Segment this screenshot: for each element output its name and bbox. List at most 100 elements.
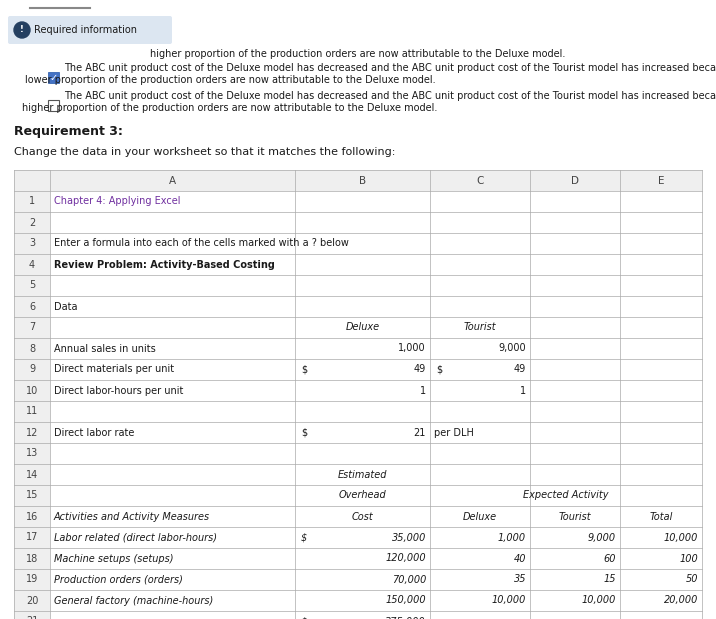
Bar [14, 170, 702, 191]
Text: $: $ [301, 617, 307, 619]
Text: Direct materials per unit: Direct materials per unit [54, 365, 174, 374]
Text: 12: 12 [26, 428, 38, 438]
Text: 21: 21 [414, 428, 426, 438]
Bar [14, 233, 50, 254]
Text: 10,000: 10,000 [581, 595, 616, 605]
Text: 49: 49 [414, 365, 426, 374]
Text: Enter a formula into each of the cells marked with a ? below: Enter a formula into each of the cells m… [54, 238, 349, 248]
Bar [14, 569, 50, 590]
Text: 10,000: 10,000 [664, 532, 698, 542]
Bar [14, 317, 50, 338]
Text: Expected Activity: Expected Activity [523, 490, 609, 501]
Text: 15: 15 [604, 574, 616, 584]
Text: 120,000: 120,000 [385, 553, 426, 563]
Text: Change the data in your worksheet so that it matches the following:: Change the data in your worksheet so tha… [14, 147, 395, 157]
Text: Activities and Activity Measures: Activities and Activity Measures [54, 511, 210, 521]
Text: 35,000: 35,000 [392, 532, 426, 542]
Text: A: A [169, 176, 176, 186]
Bar [14, 443, 50, 464]
Bar [14, 380, 50, 401]
Text: higher proportion of the production orders are now attributable to the Deluxe mo: higher proportion of the production orde… [22, 103, 437, 113]
Text: Review Problem: Activity-Based Costing: Review Problem: Activity-Based Costing [54, 259, 275, 269]
Text: The ABC unit product cost of the Deluxe model has decreased and the ABC unit pro: The ABC unit product cost of the Deluxe … [64, 91, 716, 101]
Bar [14, 506, 50, 527]
Text: 375,000: 375,000 [385, 617, 426, 619]
Bar [14, 590, 50, 611]
Text: per DLH: per DLH [434, 428, 474, 438]
Text: Deluxe: Deluxe [463, 511, 497, 521]
Text: 1: 1 [29, 196, 35, 207]
Bar [14, 275, 50, 296]
Text: Machine setups (setups): Machine setups (setups) [54, 553, 173, 563]
Bar [14, 254, 50, 275]
Text: 15: 15 [26, 490, 38, 501]
Text: Tourist: Tourist [464, 322, 496, 332]
Bar [14, 464, 50, 485]
Text: 9,000: 9,000 [588, 532, 616, 542]
Bar [14, 611, 50, 619]
Text: 10: 10 [26, 386, 38, 396]
Text: 4: 4 [29, 259, 35, 269]
Text: Annual sales in units: Annual sales in units [54, 344, 156, 353]
Text: Overhead: Overhead [339, 490, 387, 501]
Text: 11: 11 [26, 407, 38, 417]
Text: Estimated: Estimated [338, 469, 387, 480]
Text: 8: 8 [29, 344, 35, 353]
Bar [14, 338, 50, 359]
FancyBboxPatch shape [8, 16, 172, 44]
Text: 21: 21 [26, 617, 38, 619]
Bar [14, 191, 50, 212]
Text: 60: 60 [604, 553, 616, 563]
Text: 6: 6 [29, 301, 35, 311]
Text: 100: 100 [679, 553, 698, 563]
Text: 9,000: 9,000 [498, 344, 526, 353]
Text: Direct labor-hours per unit: Direct labor-hours per unit [54, 386, 183, 396]
Text: ✓: ✓ [49, 72, 57, 82]
Text: 1,000: 1,000 [498, 532, 526, 542]
Text: Required information: Required information [34, 25, 137, 35]
Text: higher proportion of the production orders are now attributable to the Deluxe mo: higher proportion of the production orde… [150, 49, 566, 59]
Text: Production orders (orders): Production orders (orders) [54, 574, 183, 584]
Bar [14, 548, 50, 569]
Text: 1,000: 1,000 [398, 344, 426, 353]
Text: Labor related (direct labor-hours): Labor related (direct labor-hours) [54, 532, 217, 542]
Text: Chapter 4: Applying Excel: Chapter 4: Applying Excel [54, 196, 180, 207]
Bar [14, 359, 50, 380]
Text: Total: Total [649, 511, 673, 521]
Text: Data: Data [54, 301, 77, 311]
Text: $: $ [436, 365, 442, 374]
Circle shape [14, 22, 30, 38]
Text: 2: 2 [29, 217, 35, 228]
Bar [14, 485, 50, 506]
Text: The ABC unit product cost of the Deluxe model has decreased and the ABC unit pro: The ABC unit product cost of the Deluxe … [64, 63, 716, 73]
Text: 10,000: 10,000 [492, 595, 526, 605]
Bar [14, 527, 50, 548]
Text: C: C [476, 176, 484, 186]
Bar [14, 401, 50, 422]
Text: 20: 20 [26, 595, 38, 605]
Text: 17: 17 [26, 532, 38, 542]
Text: 5: 5 [29, 280, 35, 290]
Bar [14, 170, 50, 191]
Bar [14, 422, 50, 443]
Text: !: ! [20, 25, 24, 35]
Text: $: $ [301, 365, 307, 374]
Text: Tourist: Tourist [558, 511, 591, 521]
Text: General factory (machine-hours): General factory (machine-hours) [54, 595, 213, 605]
Text: D: D [571, 176, 579, 186]
Text: Deluxe: Deluxe [345, 322, 379, 332]
Text: 70,000: 70,000 [392, 574, 426, 584]
Text: 19: 19 [26, 574, 38, 584]
Text: Requirement 3:: Requirement 3: [14, 126, 123, 139]
Text: 1: 1 [420, 386, 426, 396]
Text: Cost: Cost [352, 511, 373, 521]
Text: $: $ [301, 532, 307, 542]
Text: 3: 3 [29, 238, 35, 248]
Bar [14, 212, 50, 233]
Text: lower proportion of the production orders are now attributable to the Deluxe mod: lower proportion of the production order… [24, 75, 435, 85]
Text: 7: 7 [29, 322, 35, 332]
Text: 16: 16 [26, 511, 38, 521]
Text: 35: 35 [513, 574, 526, 584]
Bar [14, 296, 50, 317]
Text: 20,000: 20,000 [664, 595, 698, 605]
